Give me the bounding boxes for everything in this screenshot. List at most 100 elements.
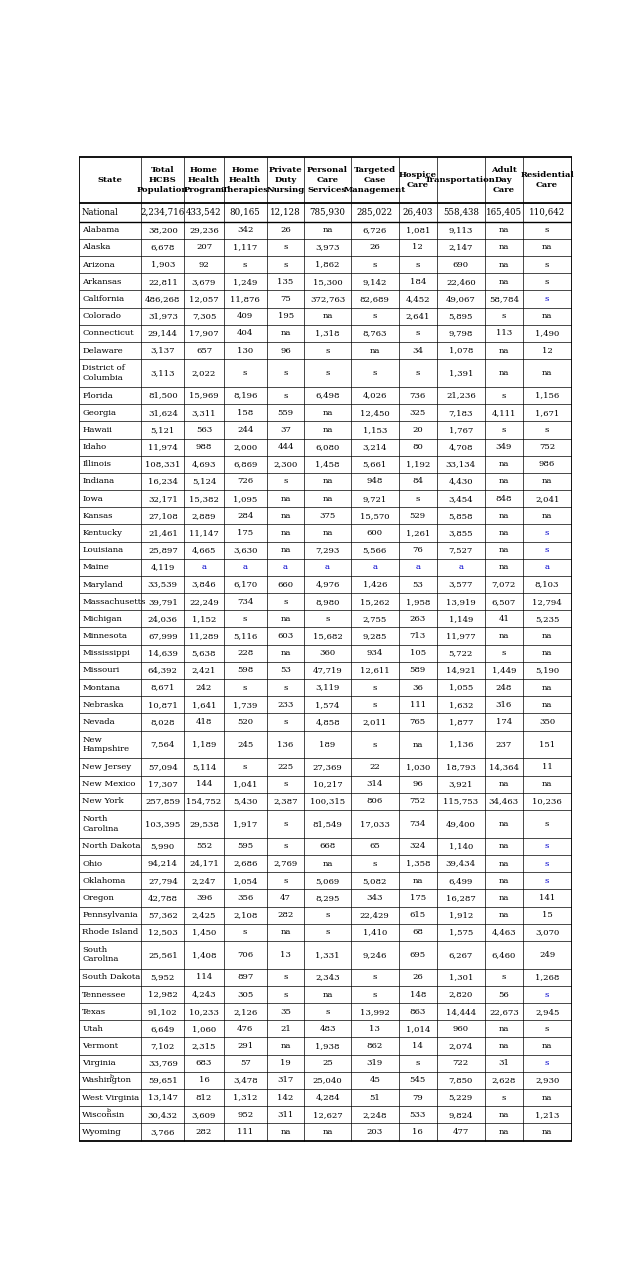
- Text: Oregon: Oregon: [82, 894, 114, 902]
- Text: 2,108: 2,108: [233, 911, 257, 919]
- Text: 15: 15: [542, 911, 552, 919]
- Text: 3,311: 3,311: [192, 409, 217, 416]
- Text: 4,976: 4,976: [316, 581, 340, 589]
- Text: na: na: [281, 546, 291, 554]
- Text: 988: 988: [196, 443, 212, 451]
- Text: s: s: [545, 876, 549, 885]
- Text: 13: 13: [370, 1025, 380, 1033]
- Text: Virginia: Virginia: [82, 1059, 116, 1068]
- Text: 3,577: 3,577: [448, 581, 473, 589]
- Text: 113: 113: [496, 329, 512, 338]
- Text: Hospice
Care: Hospice Care: [399, 171, 437, 189]
- Text: 319: 319: [366, 1059, 383, 1068]
- Text: 92: 92: [199, 261, 210, 269]
- Text: na: na: [281, 495, 291, 502]
- Text: 3,478: 3,478: [233, 1077, 257, 1085]
- Text: 29,538: 29,538: [189, 820, 219, 828]
- Text: 3,214: 3,214: [363, 443, 387, 451]
- Text: s: s: [545, 278, 549, 285]
- Text: 726: 726: [237, 478, 253, 486]
- Text: New York: New York: [82, 798, 124, 806]
- Text: 7,850: 7,850: [448, 1077, 473, 1085]
- Text: 343: 343: [366, 894, 383, 902]
- Text: 14,639: 14,639: [148, 649, 178, 657]
- Text: na: na: [281, 329, 291, 338]
- Text: Mississippi: Mississippi: [82, 649, 130, 657]
- Text: 12,503: 12,503: [148, 928, 178, 937]
- Text: na: na: [542, 649, 552, 657]
- Text: 75: 75: [280, 296, 291, 303]
- Text: 1,739: 1,739: [233, 700, 257, 709]
- Text: 2,820: 2,820: [448, 991, 473, 998]
- Text: 3,070: 3,070: [535, 928, 559, 937]
- Text: 31,624: 31,624: [148, 409, 178, 416]
- Text: 21,461: 21,461: [148, 529, 178, 537]
- Text: 8,028: 8,028: [150, 718, 175, 726]
- Text: s: s: [243, 928, 248, 937]
- Text: 375: 375: [319, 511, 336, 520]
- Text: 1,081: 1,081: [406, 226, 430, 234]
- Text: 58,784: 58,784: [489, 296, 519, 303]
- Text: 1,014: 1,014: [406, 1025, 430, 1033]
- Text: 37: 37: [280, 425, 291, 434]
- Text: s: s: [283, 392, 288, 400]
- Text: 722: 722: [453, 1059, 469, 1068]
- Text: na: na: [542, 780, 552, 788]
- Text: 1,490: 1,490: [535, 329, 559, 338]
- Text: 1,213: 1,213: [535, 1110, 559, 1119]
- Text: a: a: [283, 563, 288, 572]
- Text: 418: 418: [196, 718, 212, 726]
- Text: 690: 690: [453, 261, 469, 269]
- Text: 1,095: 1,095: [233, 495, 257, 502]
- Text: b: b: [107, 1108, 110, 1113]
- Text: 96: 96: [412, 780, 423, 788]
- Text: Vermont: Vermont: [82, 1042, 118, 1050]
- Text: 207: 207: [196, 243, 212, 252]
- Text: 31: 31: [498, 1059, 509, 1068]
- Text: s: s: [373, 312, 377, 320]
- Text: 2,889: 2,889: [192, 511, 217, 520]
- Text: 67,999: 67,999: [148, 632, 178, 640]
- Text: 5,566: 5,566: [363, 546, 387, 554]
- Text: 350: 350: [539, 718, 555, 726]
- Text: s: s: [545, 261, 549, 269]
- Text: na: na: [413, 740, 423, 748]
- Text: Kansas: Kansas: [82, 511, 112, 520]
- Text: 16: 16: [412, 1128, 423, 1136]
- Text: na: na: [542, 1094, 552, 1101]
- Text: Georgia: Georgia: [82, 409, 116, 416]
- Text: 21,236: 21,236: [446, 392, 476, 400]
- Text: 1,917: 1,917: [233, 820, 257, 828]
- Text: 24,171: 24,171: [189, 860, 219, 867]
- Text: na: na: [498, 529, 509, 537]
- Text: 68: 68: [412, 928, 423, 937]
- Text: na: na: [498, 1025, 509, 1033]
- Text: 2,628: 2,628: [491, 1077, 516, 1085]
- Text: 7,564: 7,564: [150, 740, 175, 748]
- Text: 33,769: 33,769: [148, 1059, 178, 1068]
- Text: Maine: Maine: [82, 563, 109, 572]
- Text: 12: 12: [412, 243, 423, 252]
- Text: 57,094: 57,094: [148, 763, 178, 771]
- Text: na: na: [542, 312, 552, 320]
- Text: na: na: [498, 563, 509, 572]
- Text: Illinois: Illinois: [82, 460, 111, 468]
- Text: 9,798: 9,798: [448, 329, 473, 338]
- Text: 4,111: 4,111: [491, 409, 516, 416]
- Text: New
Hampshire: New Hampshire: [82, 736, 129, 753]
- Text: na: na: [498, 1128, 509, 1136]
- Text: 225: 225: [277, 763, 293, 771]
- Text: 16,287: 16,287: [446, 894, 476, 902]
- Text: na: na: [323, 1128, 333, 1136]
- Text: 14: 14: [412, 1042, 423, 1050]
- Text: 12,057: 12,057: [189, 296, 219, 303]
- Text: Montana: Montana: [82, 684, 120, 691]
- Text: 1,301: 1,301: [448, 973, 473, 982]
- Text: 706: 706: [237, 951, 253, 959]
- Text: 5,638: 5,638: [192, 649, 217, 657]
- Text: s: s: [283, 973, 288, 982]
- Text: 552: 552: [196, 843, 212, 851]
- Text: 12,450: 12,450: [360, 409, 390, 416]
- Text: s: s: [325, 1007, 330, 1015]
- Text: 135: 135: [277, 278, 294, 285]
